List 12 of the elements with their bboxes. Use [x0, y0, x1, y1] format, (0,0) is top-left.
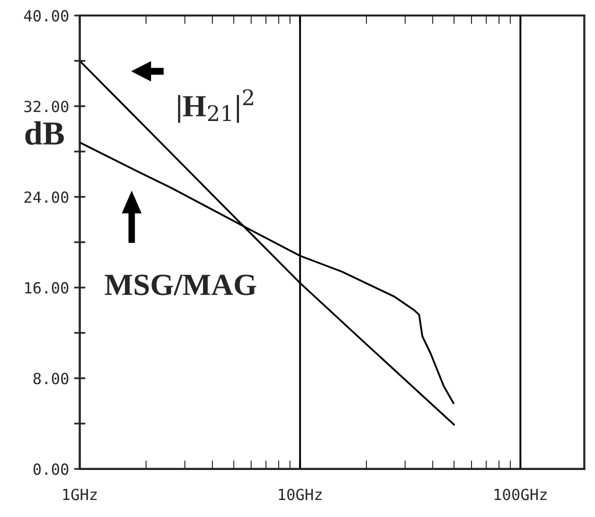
y-tick-label: 0.00 [34, 463, 68, 475]
x-tick-label: 10GHz [278, 488, 322, 500]
y-tick-label: 8.00 [34, 372, 68, 384]
x-tick-label: 1GHz [63, 488, 97, 500]
x-tick-label: 100GHz [494, 488, 547, 500]
y-tick-label: 24.00 [24, 191, 68, 203]
annotation: MSG/MAG [104, 274, 256, 296]
y-axis-title: dB [25, 121, 64, 145]
y-tick-label: 16.00 [25, 282, 68, 294]
y-tick-label: 40.00 [24, 10, 68, 22]
y-tick-label: 32.00 [24, 100, 68, 112]
annotation: |H$_{21}$|$^{2}$ [178, 89, 254, 123]
